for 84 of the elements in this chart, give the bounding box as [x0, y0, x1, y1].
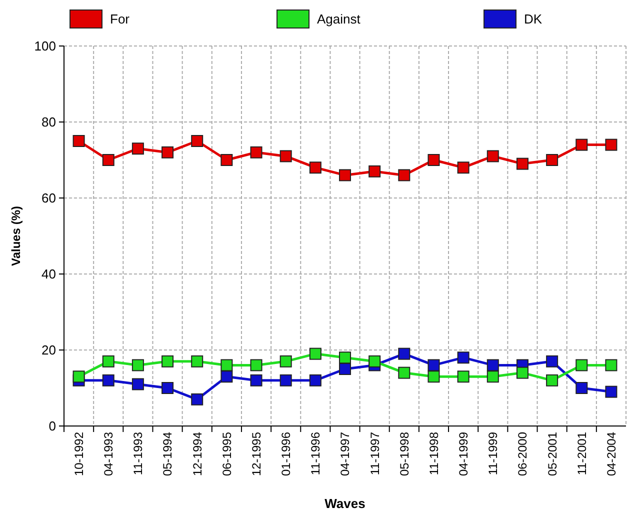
point: [339, 352, 351, 364]
x-tick-label: 05-1998: [397, 432, 412, 476]
legend-label: DK: [524, 12, 542, 27]
x-tick-label: 11-2001: [574, 432, 589, 476]
point: [368, 355, 381, 368]
point: [428, 370, 440, 383]
x-tick-label: 05-1994: [160, 432, 175, 476]
x-tick-label: 04-1999: [456, 432, 471, 476]
y-axis-title: Values (%): [9, 206, 23, 266]
point: [250, 359, 262, 372]
point: [102, 355, 114, 368]
x-tick-label: 05-2001: [545, 432, 560, 476]
x-tick-label: 01-1996: [279, 432, 294, 476]
x-tick-label: 04-1993: [102, 432, 116, 476]
point: [576, 359, 588, 372]
x-tick-label: 11-1997: [368, 432, 382, 476]
point: [162, 355, 174, 368]
point: [309, 374, 322, 386]
point: [605, 386, 618, 398]
x-tick-label: 06-1995: [220, 432, 234, 476]
point: [576, 138, 588, 151]
point: [191, 135, 204, 147]
point: [546, 374, 558, 386]
point: [280, 150, 292, 162]
point: [250, 146, 262, 158]
point: [339, 363, 351, 375]
y-tick-label: 60: [42, 190, 56, 206]
point: [605, 359, 618, 372]
point: [486, 370, 499, 383]
point: [398, 348, 410, 360]
point: [546, 355, 558, 368]
point: [428, 359, 440, 372]
x-tick-label: 11-1999: [486, 432, 500, 476]
x-tick-label: 11-1996: [308, 432, 323, 476]
point: [309, 162, 322, 174]
x-tick-label: 11-1998: [426, 432, 441, 476]
point: [72, 135, 85, 147]
point: [72, 370, 85, 383]
point: [191, 393, 204, 406]
point: [546, 154, 558, 166]
y-tick-label: 80: [42, 114, 56, 130]
x-tick-label: 12-1995: [249, 432, 264, 476]
y-tick-label: 100: [34, 38, 56, 54]
point: [516, 158, 528, 170]
point: [220, 154, 233, 166]
point: [132, 378, 144, 390]
point: [486, 150, 499, 162]
x-tick-label: 04-2004: [604, 432, 618, 476]
point: [162, 146, 174, 158]
point: [576, 382, 588, 394]
point: [132, 359, 144, 372]
x-tick-label: 12-1994: [190, 432, 204, 476]
point: [280, 355, 292, 368]
point: [220, 370, 233, 383]
point: [457, 370, 470, 383]
point: [162, 382, 174, 394]
point: [486, 359, 499, 372]
point: [309, 348, 322, 360]
point: [398, 366, 410, 379]
point: [250, 374, 262, 386]
point: [516, 366, 528, 379]
point: [102, 154, 114, 166]
point: [398, 169, 410, 182]
point: [220, 359, 233, 372]
x-tick-label: 10-1992: [72, 432, 86, 476]
point: [457, 352, 470, 364]
point: [428, 154, 440, 166]
point: [368, 165, 381, 178]
x-tick-label: 11-1993: [131, 432, 146, 476]
y-tick-label: 40: [42, 266, 56, 282]
x-axis-title: Waves: [324, 496, 366, 510]
point: [339, 169, 351, 182]
y-tick-label: 20: [42, 342, 56, 358]
x-tick-label: 06-2000: [516, 432, 530, 476]
x-tick-label: 04-1997: [338, 432, 352, 476]
point: [605, 138, 618, 151]
y-tick-label: 0: [48, 418, 56, 434]
point: [457, 162, 470, 174]
point: [191, 355, 204, 368]
legend-label: For: [110, 12, 130, 27]
point: [102, 374, 114, 386]
point: [280, 374, 292, 386]
legend-label: Against: [317, 12, 361, 27]
point: [132, 142, 144, 155]
